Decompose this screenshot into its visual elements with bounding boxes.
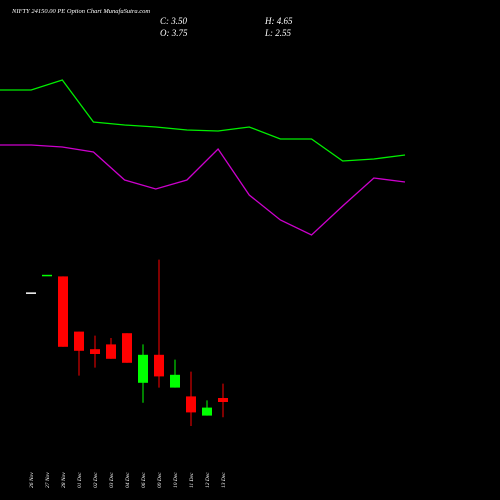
x-tick-label: 10 Dec xyxy=(173,472,179,488)
line-series xyxy=(0,79,406,162)
candle-body xyxy=(218,398,228,402)
low-label: L: 2.55 xyxy=(264,28,292,38)
candle-body xyxy=(26,292,36,294)
high-label: H: 4.65 xyxy=(264,16,293,26)
x-tick-label: 11 Dec xyxy=(189,472,195,488)
candle-body xyxy=(90,349,100,354)
chart-title: NIFTY 24150.00 PE Option Chart MunafaSut… xyxy=(11,8,150,15)
candle-body xyxy=(74,331,84,351)
x-tick-label: 02 Dec xyxy=(93,472,99,488)
candle-body xyxy=(58,276,68,347)
x-tick-label: 04 Dec xyxy=(124,472,131,488)
close-label: C: 3.50 xyxy=(160,16,188,26)
x-tick-label: 28 Nov xyxy=(61,472,67,488)
x-tick-label: 26 Nov xyxy=(29,472,35,488)
candle-body xyxy=(122,333,132,363)
candle-body xyxy=(106,344,116,359)
candle-body xyxy=(186,396,196,413)
x-tick-label: 27 Nov xyxy=(45,472,51,488)
candle-body xyxy=(138,354,148,383)
candle-body xyxy=(170,374,180,388)
candle-body xyxy=(202,407,212,416)
x-tick-label: 06 Dec xyxy=(141,472,147,488)
x-tick-label: 09 Dec xyxy=(157,472,163,488)
line-series xyxy=(0,144,406,236)
candle-body xyxy=(154,354,164,377)
x-tick-label: 01 Dec xyxy=(77,472,83,488)
x-tick-label: 03 Dec xyxy=(109,472,115,488)
open-label: O: 3.75 xyxy=(160,28,188,38)
x-tick-label: 12 Dec xyxy=(205,472,211,488)
x-tick-label: 13 Dec xyxy=(221,472,227,488)
candle-body xyxy=(42,274,52,277)
